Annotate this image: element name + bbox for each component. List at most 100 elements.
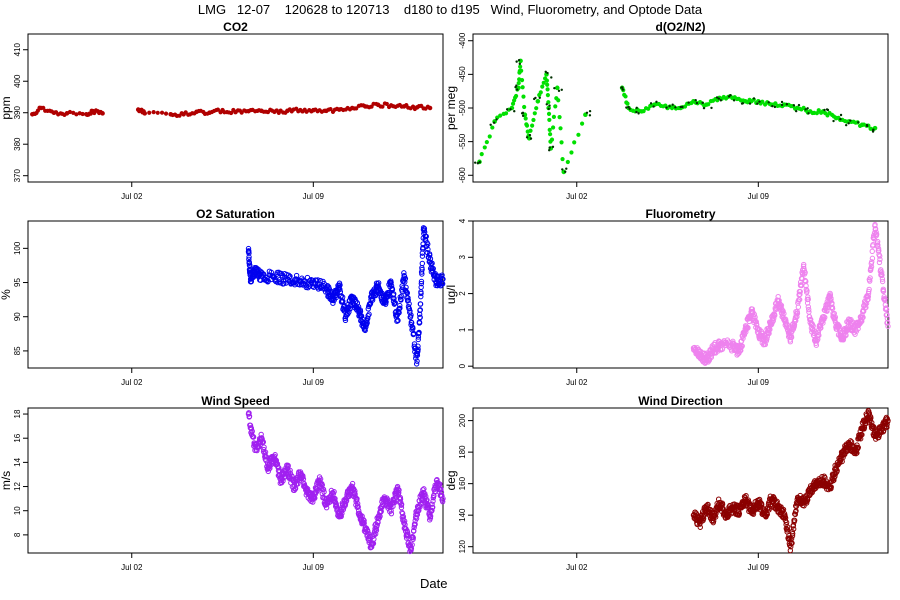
x-tick-label: Jul 02 (566, 192, 588, 201)
y-tick-label: 410 (13, 43, 22, 57)
data-point (358, 313, 365, 319)
data-point (875, 245, 882, 252)
data-point-secondary (717, 97, 721, 100)
data-point-secondary (621, 88, 625, 91)
data-point (378, 508, 384, 515)
data-point (338, 293, 345, 299)
data-point-secondary (807, 112, 810, 115)
y-tick-label: 0 (458, 363, 467, 368)
data-point (401, 518, 408, 524)
data-point-secondary (478, 160, 481, 164)
y-tick-label: -600 (458, 167, 467, 184)
y-tick-label: 4 (458, 218, 467, 223)
data-point (438, 486, 444, 492)
data-point (750, 511, 757, 517)
y-tick-label: 100 (13, 241, 22, 255)
data-point (100, 111, 105, 116)
y-tick-label: 140 (458, 508, 467, 522)
data-point (519, 78, 525, 83)
data-point (177, 113, 182, 118)
data-point-secondary (702, 106, 706, 110)
data-point (719, 346, 726, 352)
panel-1: d(O2/N2) per meg -600 -550 -500 -450 -400 Jul 0… (444, 20, 889, 201)
data-point (413, 361, 420, 367)
y-tick-label: -500 (458, 99, 467, 116)
data-point-secondary (844, 123, 848, 127)
data-point (790, 522, 797, 528)
data-point (287, 467, 293, 474)
data-point (877, 256, 883, 263)
data-point (361, 517, 367, 524)
data-point (417, 301, 424, 307)
data-point (860, 314, 866, 321)
data-point (762, 341, 769, 348)
data-point (398, 297, 404, 303)
data-point (411, 524, 417, 531)
data-point (741, 332, 748, 338)
data-point (365, 528, 371, 534)
data-point (267, 465, 273, 471)
data-point (404, 529, 411, 535)
data-point (336, 283, 342, 289)
x-tick-label: Jul 02 (566, 563, 588, 572)
data-point (487, 134, 492, 139)
data-point (749, 306, 755, 312)
data-point (866, 286, 872, 293)
data-point (794, 314, 800, 320)
data-point (246, 248, 252, 254)
data-point (429, 507, 435, 514)
data-point-secondary (518, 62, 522, 66)
panel-title: CO2 (223, 20, 248, 34)
data-point (876, 259, 883, 266)
data-point (414, 358, 420, 364)
data-point (147, 110, 152, 115)
y-tick-label: 85 (13, 346, 22, 355)
data-point (873, 231, 880, 238)
data-point (764, 511, 770, 517)
data-point (239, 110, 244, 115)
data-point (417, 314, 423, 321)
data-point-secondary (545, 103, 548, 106)
data-point (869, 248, 875, 255)
data-point (560, 156, 565, 162)
y-tick-label: 16 (13, 433, 22, 442)
data-point (490, 125, 495, 130)
data-point (792, 511, 798, 518)
data-point (528, 128, 533, 133)
data-point (265, 278, 271, 284)
data-point-secondary (652, 105, 655, 108)
plot-frame (27, 220, 444, 369)
data-point (548, 132, 553, 137)
data-point (510, 101, 516, 106)
data-point-secondary (767, 101, 770, 104)
data-point-secondary (473, 161, 477, 164)
data-point-secondary (564, 170, 567, 174)
data-point (362, 327, 368, 334)
data-point (531, 117, 536, 123)
data-point (708, 354, 715, 361)
y-axis-label: ppm (0, 96, 13, 119)
data-point-secondary (785, 103, 789, 106)
data-point (866, 410, 873, 417)
data-point (885, 323, 891, 329)
data-point (482, 145, 487, 150)
data-point (328, 106, 333, 112)
data-point (513, 93, 519, 99)
data-point (806, 306, 812, 313)
data-point (880, 286, 887, 293)
data-point-secondary (509, 108, 512, 111)
data-point (834, 467, 840, 474)
data-point-secondary (588, 109, 592, 113)
y-tick-label: 160 (458, 476, 467, 490)
data-point (801, 105, 806, 111)
data-point (544, 78, 549, 83)
data-point (479, 151, 484, 157)
data-point-secondary (635, 110, 638, 114)
data-point (516, 80, 521, 86)
data-point (547, 127, 552, 132)
data-point (797, 288, 803, 295)
y-tick-label: -550 (458, 133, 467, 150)
data-point (519, 68, 524, 73)
data-point (419, 253, 426, 259)
data-point (413, 508, 419, 515)
